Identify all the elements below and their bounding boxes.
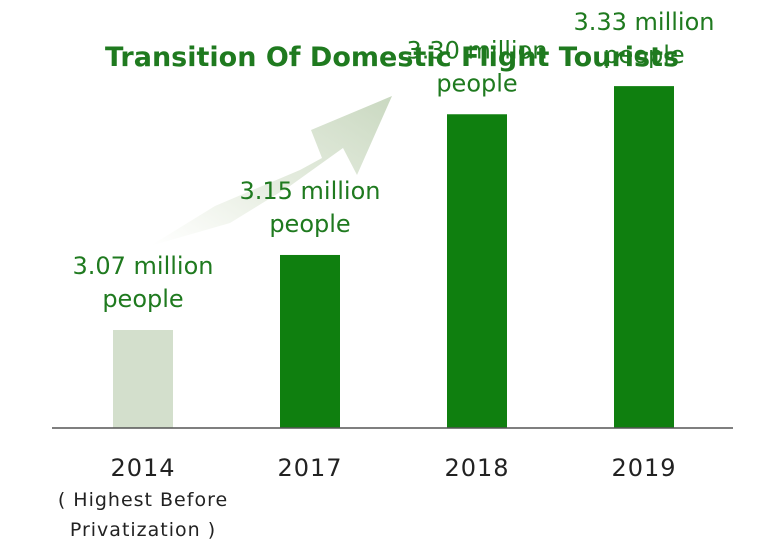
x-tick-2018: 2018 <box>444 454 509 482</box>
data-labels-layer: 3.07 million people 3.15 million people 3.30… <box>72 8 714 313</box>
bars-layer <box>113 86 674 429</box>
data-label-2018-value: 3.30 million <box>406 36 547 64</box>
bar-2017 <box>280 254 340 428</box>
category-note-line-2: Privatization ) <box>70 519 216 541</box>
data-label-2014-value: 3.07 million <box>72 252 213 280</box>
data-label-2017-unit: people <box>269 210 350 238</box>
bar-2019 <box>614 86 674 429</box>
data-label-2014-unit: people <box>102 285 183 313</box>
data-label-2018-unit: people <box>436 69 517 97</box>
data-label-2017-value: 3.15 million <box>239 177 380 205</box>
x-tick-2019: 2019 <box>611 454 676 482</box>
x-axis-ticks-layer: 2014 2017 2018 2019 <box>110 454 676 482</box>
category-note-line-1: ( Highest Before <box>58 489 228 511</box>
bar-2018 <box>447 114 507 428</box>
trend-arrow-icon <box>150 96 392 246</box>
data-label-2019-value: 3.33 million <box>573 8 714 36</box>
bar-2014 <box>113 330 173 428</box>
data-label-2019-unit: people <box>603 41 684 69</box>
x-tick-2014: 2014 <box>110 454 175 482</box>
x-tick-2017: 2017 <box>277 454 342 482</box>
chart-title: Transition Of Domestic Flight Tourists <box>105 42 679 73</box>
